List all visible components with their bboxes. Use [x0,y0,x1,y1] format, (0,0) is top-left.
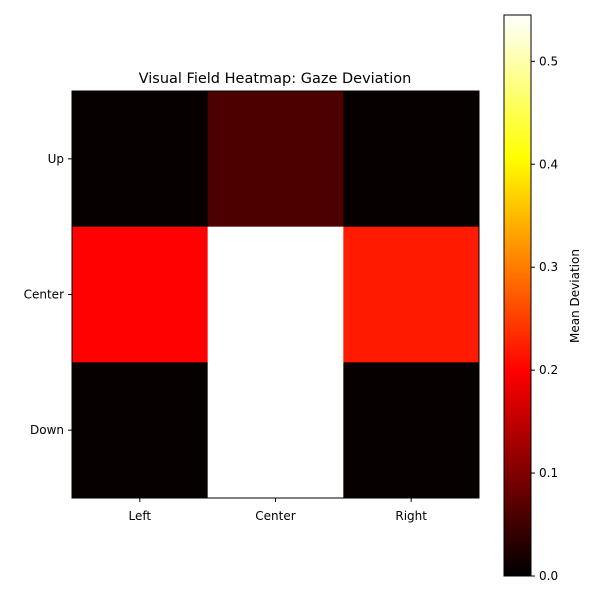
heatmap-cells [72,91,480,499]
colorbar-label: Mean Deviation [568,249,582,343]
x-axis: Left Center Right [129,498,427,523]
y-tick-label: Center [24,288,64,302]
colorbar-gradient [504,15,531,576]
chart-title: Visual Field Heatmap: Gaze Deviation [139,71,412,87]
heatmap-cell [207,91,344,228]
y-tick-label: Up [48,152,64,166]
heatmap-cell [343,226,480,363]
y-axis: Up Center Down [24,152,72,437]
colorbar-tick-label: 0.2 [539,363,558,377]
colorbar-tick-label: 0.4 [539,157,558,171]
heatmap-cell [72,362,209,499]
heatmap-cell [343,362,480,499]
heatmap-cell [72,226,209,363]
x-tick-label: Right [395,509,427,523]
colorbar-frame [503,14,532,577]
x-tick-label: Left [129,509,152,523]
colorbar-tick-label: 0.1 [539,466,558,480]
colorbar-ticks: 0.0 0.1 0.2 0.3 0.4 0.5 [531,54,558,583]
heatmap-cell [72,91,209,228]
heatmap-cell [343,91,480,228]
heatmap-cell [207,362,344,499]
colorbar-tick-label: 0.3 [539,260,558,274]
colorbar: 0.0 0.1 0.2 0.3 0.4 0.5 Mean Deviation [503,14,582,583]
heatmap-cell [207,226,344,363]
colorbar-tick-label: 0.0 [539,569,558,583]
y-tick-label: Down [30,423,64,437]
colorbar-tick-label: 0.5 [539,54,558,68]
x-tick-label: Center [255,509,295,523]
